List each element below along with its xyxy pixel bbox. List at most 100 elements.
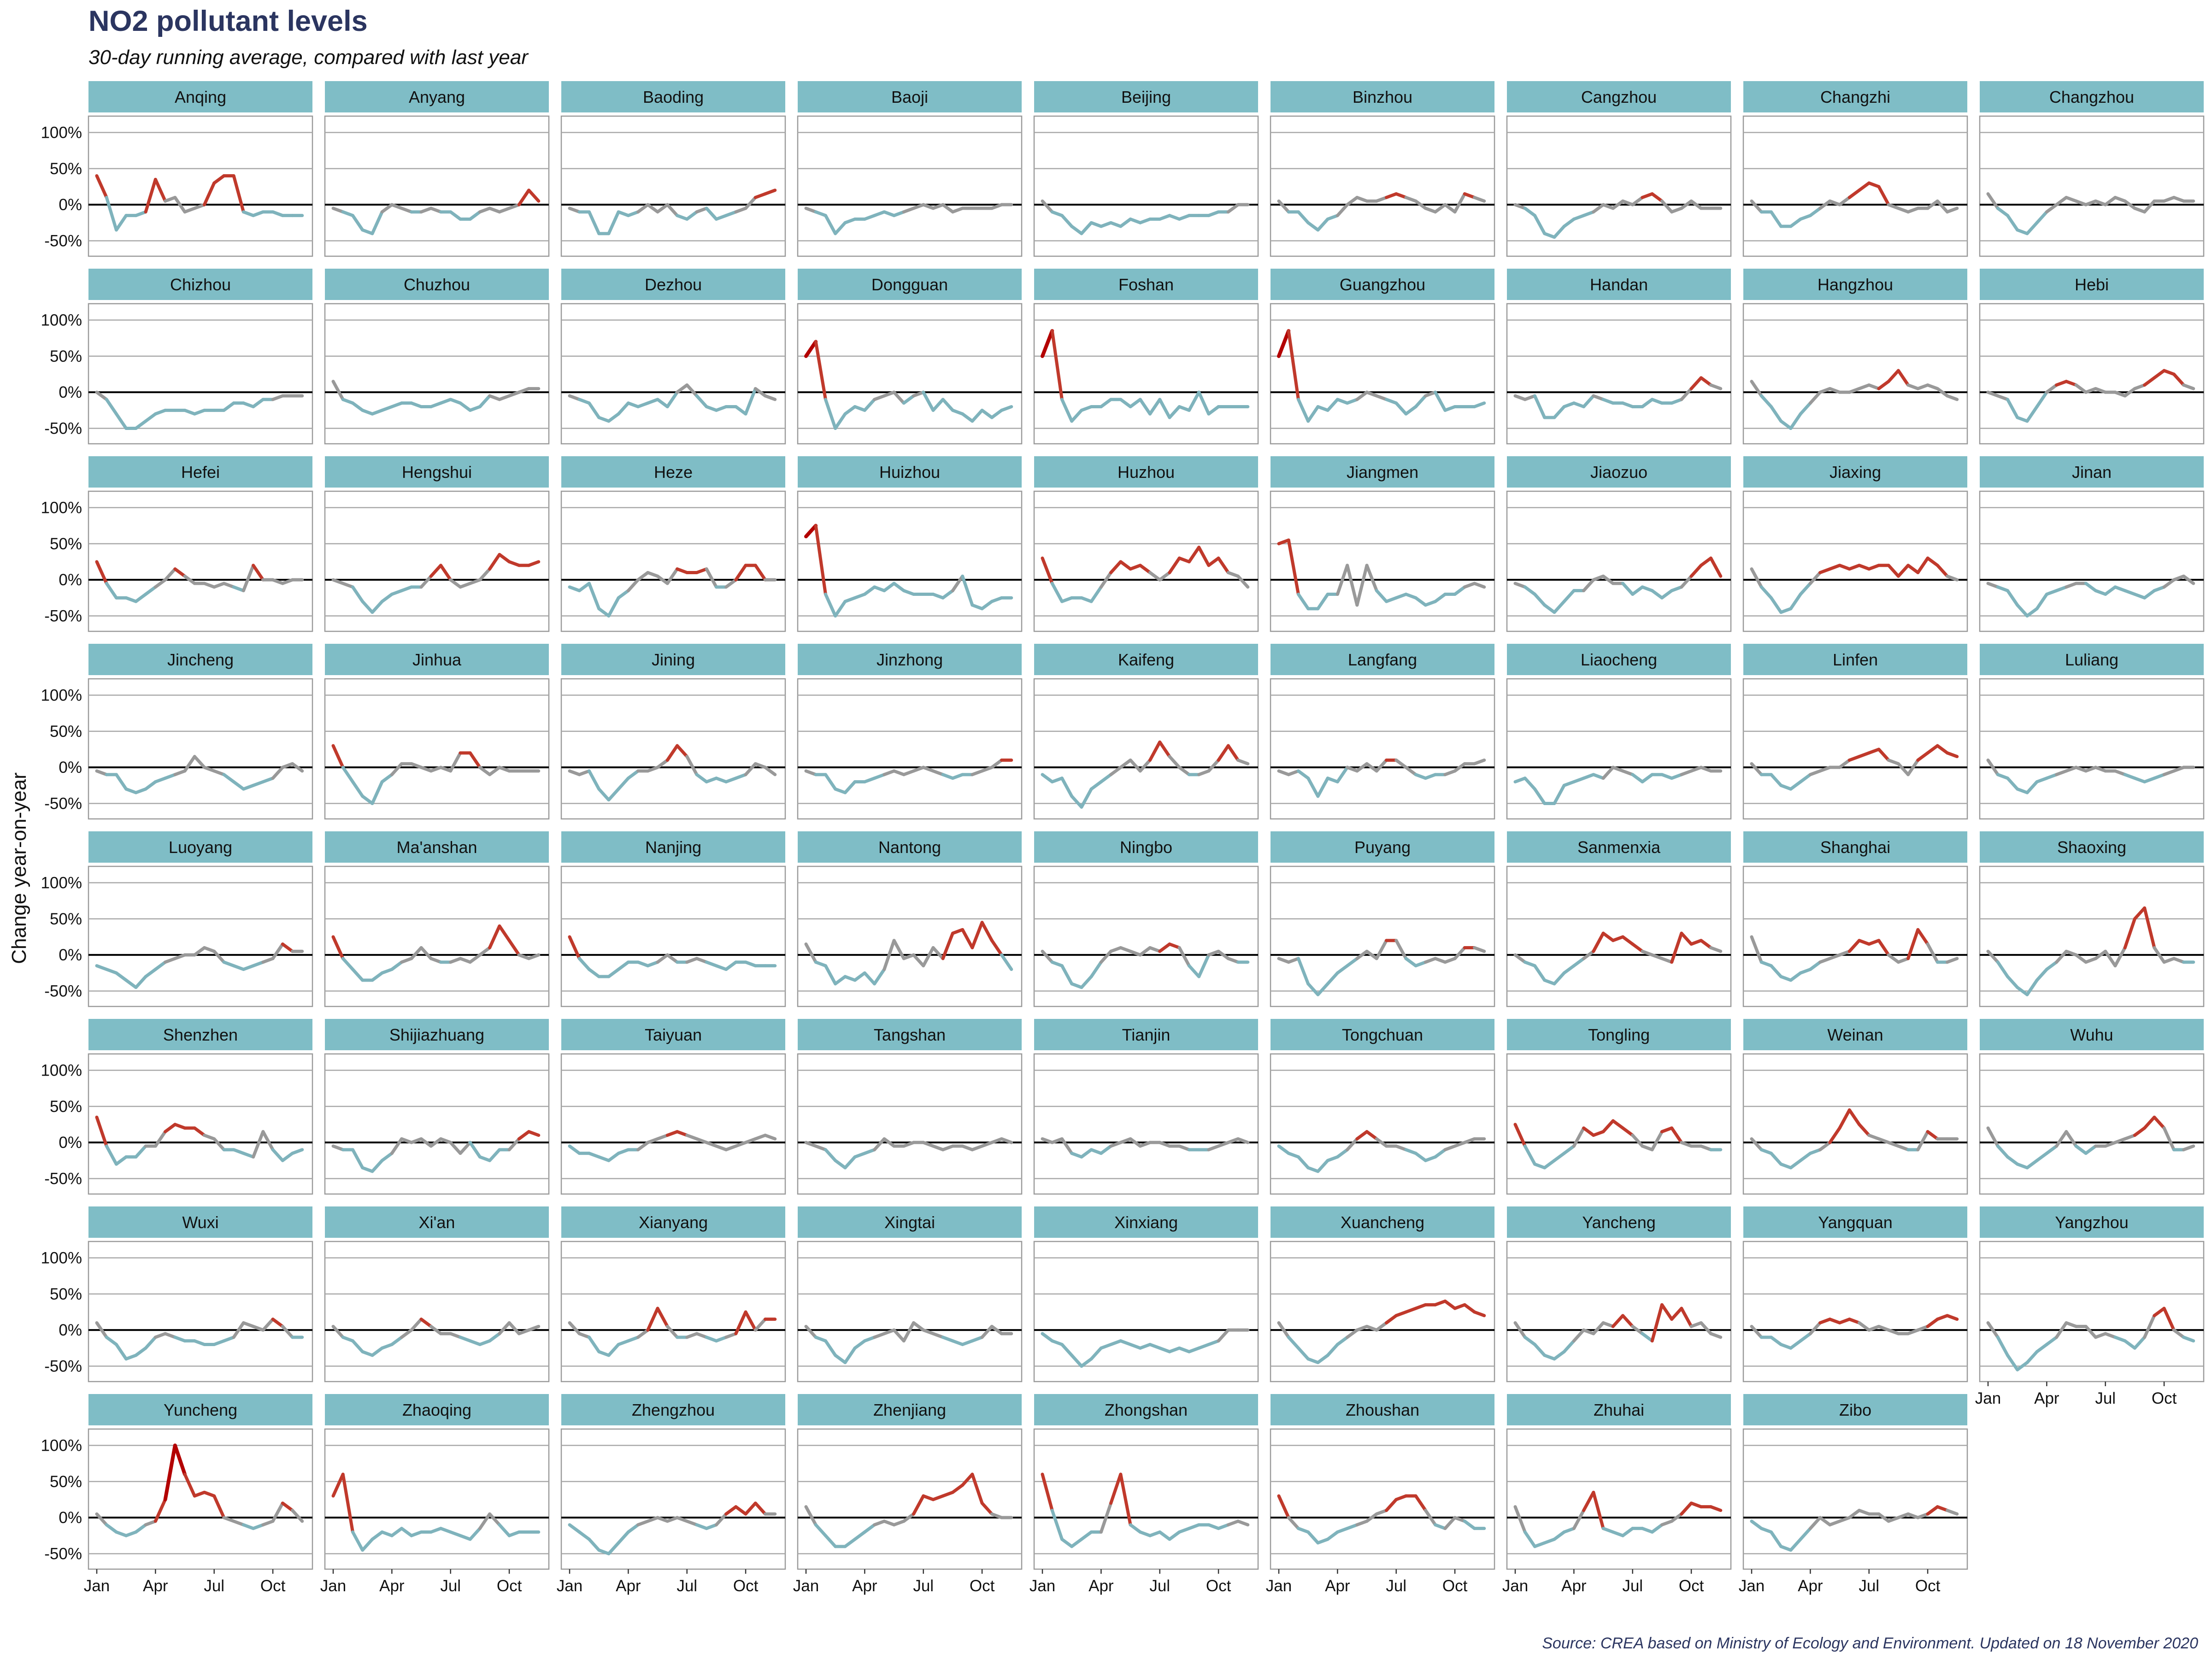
- series-segment: [271, 942, 284, 960]
- series-segment: [2025, 1159, 2039, 1170]
- series-segment: [656, 1306, 669, 1328]
- series-segment: [2133, 1335, 2147, 1350]
- panel-frame: [1270, 490, 1495, 632]
- series-segment: [163, 1443, 177, 1501]
- series-segment: [202, 1490, 216, 1498]
- series-segment: [1906, 759, 1920, 777]
- series-segment: [1226, 1519, 1240, 1527]
- panel-strip: [1507, 831, 1731, 863]
- series-segment: [527, 1130, 541, 1137]
- series-segment: [2094, 589, 2107, 596]
- series-segment: [1236, 1519, 1250, 1527]
- series-segment: [183, 206, 196, 214]
- panel-strip: [1743, 644, 1967, 675]
- series-segment: [105, 1335, 118, 1346]
- series-segment: [1709, 1505, 1723, 1512]
- series-segment: [1582, 1490, 1595, 1512]
- series-segment: [873, 968, 886, 986]
- series-segment: [695, 1332, 708, 1339]
- series-segment: [1217, 1328, 1230, 1343]
- series-segment: [380, 773, 394, 783]
- series-segment: [144, 177, 157, 214]
- series-segment: [814, 1144, 827, 1152]
- series-segment: [517, 188, 531, 206]
- series-segment: [212, 1494, 226, 1519]
- panel-strip: [1980, 81, 2204, 112]
- panel-huzhou: Huzhou: [1033, 456, 1259, 632]
- series-segment: [922, 203, 935, 210]
- series-segment: [2172, 1328, 2186, 1339]
- panel-frame: [1742, 1428, 1968, 1570]
- series-segment: [222, 1335, 235, 1343]
- panel-frame: [797, 678, 1023, 820]
- panel-frame: [1033, 1428, 1259, 1570]
- series-segment: [695, 773, 708, 783]
- series-segment: [1375, 589, 1388, 603]
- panel-frame: [1506, 303, 1732, 445]
- series-segment: [853, 593, 866, 600]
- series-segment: [1523, 585, 1536, 596]
- series-segment: [1799, 1332, 1812, 1343]
- series-segment: [1296, 957, 1310, 986]
- series-segment: [527, 953, 541, 960]
- series-segment: [2006, 589, 2019, 607]
- series-segment: [1750, 380, 1763, 398]
- panel-strip: [561, 831, 785, 863]
- series-segment: [449, 578, 462, 589]
- series-segment: [95, 769, 108, 777]
- panel-title: Anqing: [175, 88, 226, 106]
- series-segment: [400, 585, 413, 593]
- series-segment: [183, 1472, 196, 1498]
- series-segment: [291, 762, 304, 773]
- series-segment: [951, 928, 965, 935]
- series-segment: [1099, 773, 1113, 783]
- panel-strip: [561, 1394, 785, 1425]
- series-segment: [2006, 398, 2019, 419]
- series-segment: [1789, 593, 1802, 611]
- series-segment: [488, 1148, 501, 1162]
- panel-puyang: Puyang: [1270, 831, 1495, 1007]
- panel-frame: [1033, 1241, 1259, 1382]
- panel-title: Hebi: [2075, 275, 2109, 294]
- series-segment: [144, 1519, 157, 1527]
- series-segment: [1611, 1530, 1624, 1537]
- series-segment: [665, 567, 679, 585]
- series-segment: [990, 408, 1004, 419]
- series-segment: [1631, 1134, 1644, 1148]
- series-segment: [685, 755, 699, 777]
- panel-strip: [561, 1206, 785, 1238]
- series-segment: [863, 214, 877, 221]
- series-segment: [1355, 762, 1369, 773]
- series-segment: [1847, 188, 1861, 199]
- series-segment: [2153, 773, 2166, 780]
- series-segment: [351, 1148, 365, 1170]
- series-segment: [380, 1343, 394, 1350]
- series-segment: [1936, 387, 1949, 398]
- series-segment: [636, 571, 650, 582]
- series-segment: [261, 1130, 275, 1152]
- panel-frame: [1979, 865, 2205, 1007]
- series-segment: [626, 578, 640, 593]
- series-segment: [665, 1324, 679, 1339]
- series-segment: [931, 593, 945, 600]
- panel-sanmenxia: Sanmenxia: [1506, 831, 1732, 1007]
- series-segment: [517, 387, 531, 394]
- panel-strip: [1271, 81, 1494, 112]
- series-segment: [400, 957, 413, 964]
- series-segment: [1838, 196, 1851, 206]
- series-segment: [1838, 1516, 1851, 1523]
- series-segment: [1207, 405, 1220, 416]
- series-segment: [863, 777, 877, 783]
- series-segment: [527, 560, 541, 567]
- panel-jiangmen: Jiangmen: [1270, 456, 1495, 632]
- series-segment: [1523, 1530, 1536, 1548]
- y-tick-label: 0%: [59, 1509, 82, 1527]
- series-segment: [1789, 780, 1802, 791]
- series-segment: [931, 1332, 945, 1339]
- panel-strip: [798, 456, 1022, 488]
- panel-jinan: Jinan: [1979, 456, 2205, 632]
- series-segment: [853, 1530, 866, 1541]
- series-segment: [734, 1141, 747, 1148]
- series-segment: [1680, 769, 1693, 777]
- series-segment: [1060, 1343, 1074, 1357]
